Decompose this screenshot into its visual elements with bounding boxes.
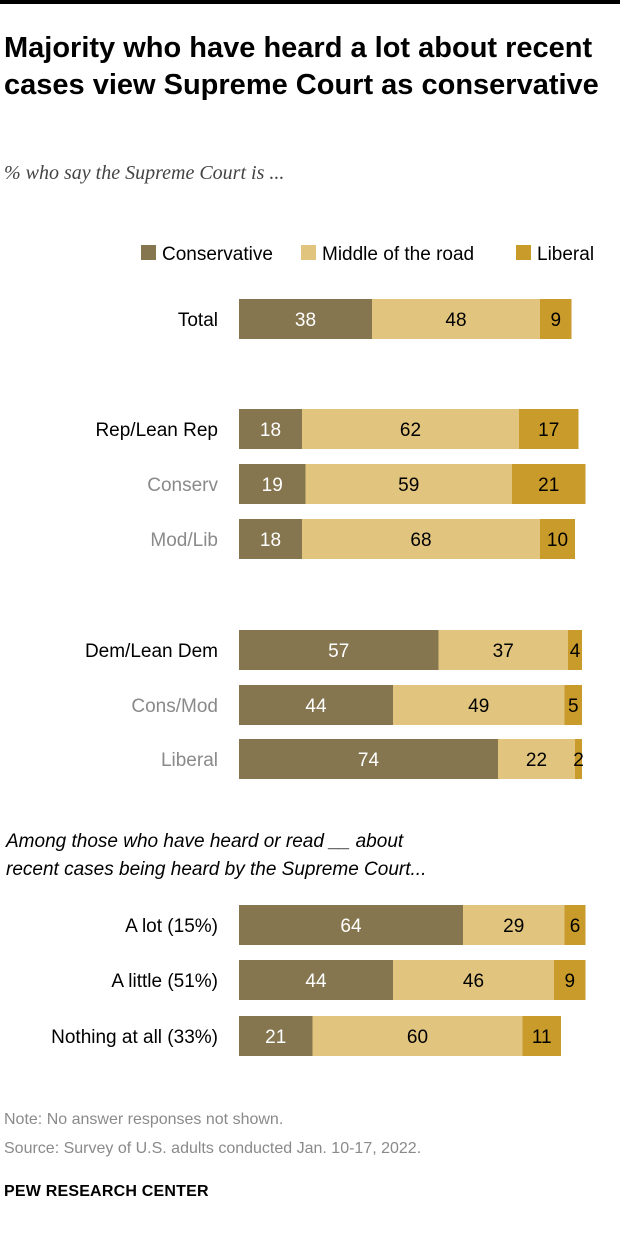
legend-label-middle: Middle of the road bbox=[322, 244, 474, 265]
data-label-middle: 46 bbox=[463, 971, 484, 992]
bar-segment-conservative bbox=[239, 905, 463, 945]
bar-segment-conservative bbox=[239, 409, 302, 449]
bar-segment-middle bbox=[305, 464, 512, 504]
data-label-liberal: 9 bbox=[564, 971, 575, 992]
data-label-conservative: 44 bbox=[305, 971, 327, 992]
bar-segment-liberal bbox=[512, 464, 586, 504]
bar-segment-middle bbox=[393, 960, 554, 1000]
category-label: A little (51%) bbox=[111, 971, 218, 992]
category-label: Rep/Lean Rep bbox=[95, 420, 218, 441]
data-label-conservative: 64 bbox=[340, 916, 362, 937]
bar-segment-liberal bbox=[564, 685, 582, 725]
legend-swatch-liberal bbox=[516, 245, 531, 260]
legend-label-liberal: Liberal bbox=[537, 244, 594, 265]
data-label-liberal: 6 bbox=[570, 916, 581, 937]
category-label: Mod/Lib bbox=[150, 530, 218, 551]
section-label-line1: Among those who have heard or read __ ab… bbox=[5, 831, 404, 852]
bar-segment-middle bbox=[312, 1016, 523, 1056]
bar-row: Mod/Lib 18 68 10 bbox=[150, 519, 575, 559]
bar-row: A lot (15%) 64 29 6 bbox=[125, 905, 586, 945]
data-label-liberal: 11 bbox=[532, 1027, 552, 1048]
data-label-middle: 49 bbox=[468, 696, 489, 717]
bar-row: Rep/Lean Rep 18 62 17 bbox=[95, 409, 579, 449]
bar-segment-conservative bbox=[239, 519, 302, 559]
data-label-middle: 59 bbox=[398, 475, 419, 496]
data-label-conservative: 38 bbox=[295, 310, 316, 331]
chart-subtitle: % who say the Supreme Court is ... bbox=[4, 162, 285, 184]
bar-segment-middle bbox=[372, 299, 540, 339]
chart-source: Source: Survey of U.S. adults conducted … bbox=[4, 1140, 422, 1157]
stacked-bar-chart: Conservative Middle of the road Liberal To… bbox=[5, 244, 594, 1056]
data-label-middle: 37 bbox=[493, 641, 514, 662]
data-label-conservative: 57 bbox=[328, 641, 349, 662]
category-label: Total bbox=[178, 310, 218, 331]
bar-segment-liberal bbox=[554, 960, 586, 1000]
bar-row: Liberal 74 22 2 bbox=[161, 739, 584, 779]
data-label-liberal: 5 bbox=[568, 696, 579, 717]
data-label-liberal: 17 bbox=[538, 420, 559, 441]
bar-segment-liberal bbox=[519, 409, 579, 449]
bar-row: Total 38 48 9 bbox=[178, 299, 572, 339]
category-label: Nothing at all (33%) bbox=[51, 1027, 218, 1048]
data-label-liberal: 10 bbox=[547, 530, 568, 551]
data-label-conservative: 21 bbox=[265, 1027, 286, 1048]
data-label-middle: 60 bbox=[407, 1027, 428, 1048]
chart-title: Majority who have heard a lot about rece… bbox=[4, 32, 599, 101]
bar-segment-conservative bbox=[239, 630, 439, 670]
bar-segment-liberal bbox=[522, 1016, 561, 1056]
category-label: Liberal bbox=[161, 750, 218, 771]
bar-row: Dem/Lean Dem 57 37 4 bbox=[85, 630, 582, 670]
data-label-middle: 68 bbox=[410, 530, 431, 551]
data-label-middle: 48 bbox=[445, 310, 466, 331]
data-label-middle: 22 bbox=[526, 750, 547, 771]
data-label-conservative: 18 bbox=[260, 530, 281, 551]
bar-segment-conservative bbox=[239, 739, 498, 779]
data-label-conservative: 74 bbox=[358, 750, 380, 771]
bar-segment-liberal bbox=[540, 519, 575, 559]
data-label-conservative: 19 bbox=[262, 475, 283, 496]
bar-segment-conservative bbox=[239, 685, 393, 725]
legend-label-conservative: Conservative bbox=[162, 244, 273, 265]
bar-segment-conservative bbox=[239, 464, 306, 504]
legend-swatch-conservative bbox=[141, 245, 156, 260]
bar-segment-middle bbox=[393, 685, 565, 725]
bar-row: A little (51%) 44 46 9 bbox=[111, 960, 586, 1000]
legend: Conservative Middle of the road Liberal bbox=[141, 244, 594, 265]
data-label-liberal: 9 bbox=[550, 310, 561, 331]
category-label: Conserv bbox=[147, 475, 218, 496]
data-label-liberal: 4 bbox=[570, 641, 581, 662]
bar-segment-middle bbox=[498, 739, 575, 779]
bar-segment-conservative bbox=[239, 960, 393, 1000]
bar-segment-middle bbox=[438, 630, 568, 670]
data-label-liberal: 21 bbox=[538, 475, 559, 496]
bar-segment-middle bbox=[302, 519, 540, 559]
bar-segment-conservative bbox=[239, 1016, 313, 1056]
bar-segment-middle bbox=[463, 905, 565, 945]
bar-row: Nothing at all (33%) 21 60 11 bbox=[51, 1016, 561, 1056]
bar-segment-conservative bbox=[239, 299, 372, 339]
category-label: Cons/Mod bbox=[131, 696, 218, 717]
category-label: A lot (15%) bbox=[125, 916, 218, 937]
data-label-middle: 29 bbox=[503, 916, 524, 937]
category-label: Dem/Lean Dem bbox=[85, 641, 218, 662]
data-label-middle: 62 bbox=[400, 420, 421, 441]
brand-logo: PEW RESEARCH CENTER bbox=[4, 1183, 209, 1200]
chart-note: Note: No answer responses not shown. bbox=[4, 1111, 284, 1128]
data-label-conservative: 18 bbox=[260, 420, 281, 441]
bar-row: Cons/Mod 44 49 5 bbox=[131, 685, 582, 725]
legend-swatch-middle bbox=[301, 245, 316, 260]
bar-segment-middle bbox=[302, 409, 519, 449]
section-label-line2: recent cases being heard by the Supreme … bbox=[6, 859, 426, 880]
top-rule bbox=[0, 0, 620, 4]
bar-row: Conserv 19 59 21 bbox=[147, 464, 586, 504]
bar-segment-liberal bbox=[568, 630, 582, 670]
data-label-liberal: 2 bbox=[573, 750, 584, 771]
bar-segment-liberal bbox=[564, 905, 586, 945]
bar-segment-liberal bbox=[575, 739, 582, 779]
bar-segment-liberal bbox=[540, 299, 572, 339]
data-label-conservative: 44 bbox=[305, 696, 327, 717]
